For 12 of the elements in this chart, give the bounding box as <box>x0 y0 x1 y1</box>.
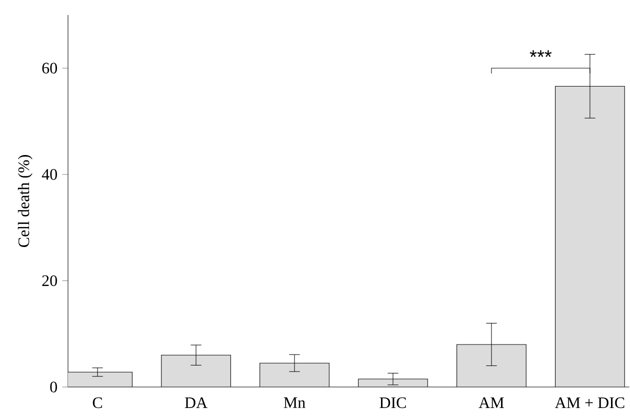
y-tick-label: 0 <box>50 382 57 392</box>
x-tick-label: DIC <box>380 397 406 408</box>
y-tick-label: 40 <box>42 169 57 180</box>
x-tick-label: AM + DIC <box>554 397 624 408</box>
x-tick-label: DA <box>184 397 208 408</box>
x-tick-label: AM <box>478 397 504 408</box>
x-tick-label: Mn <box>284 397 306 408</box>
x-tick-label: C <box>92 397 102 408</box>
y-tick-label: 60 <box>42 62 57 74</box>
y-axis-title: Cell death (%) <box>18 155 32 247</box>
annotation: *** <box>530 50 552 57</box>
y-tick-label: 20 <box>42 275 57 286</box>
